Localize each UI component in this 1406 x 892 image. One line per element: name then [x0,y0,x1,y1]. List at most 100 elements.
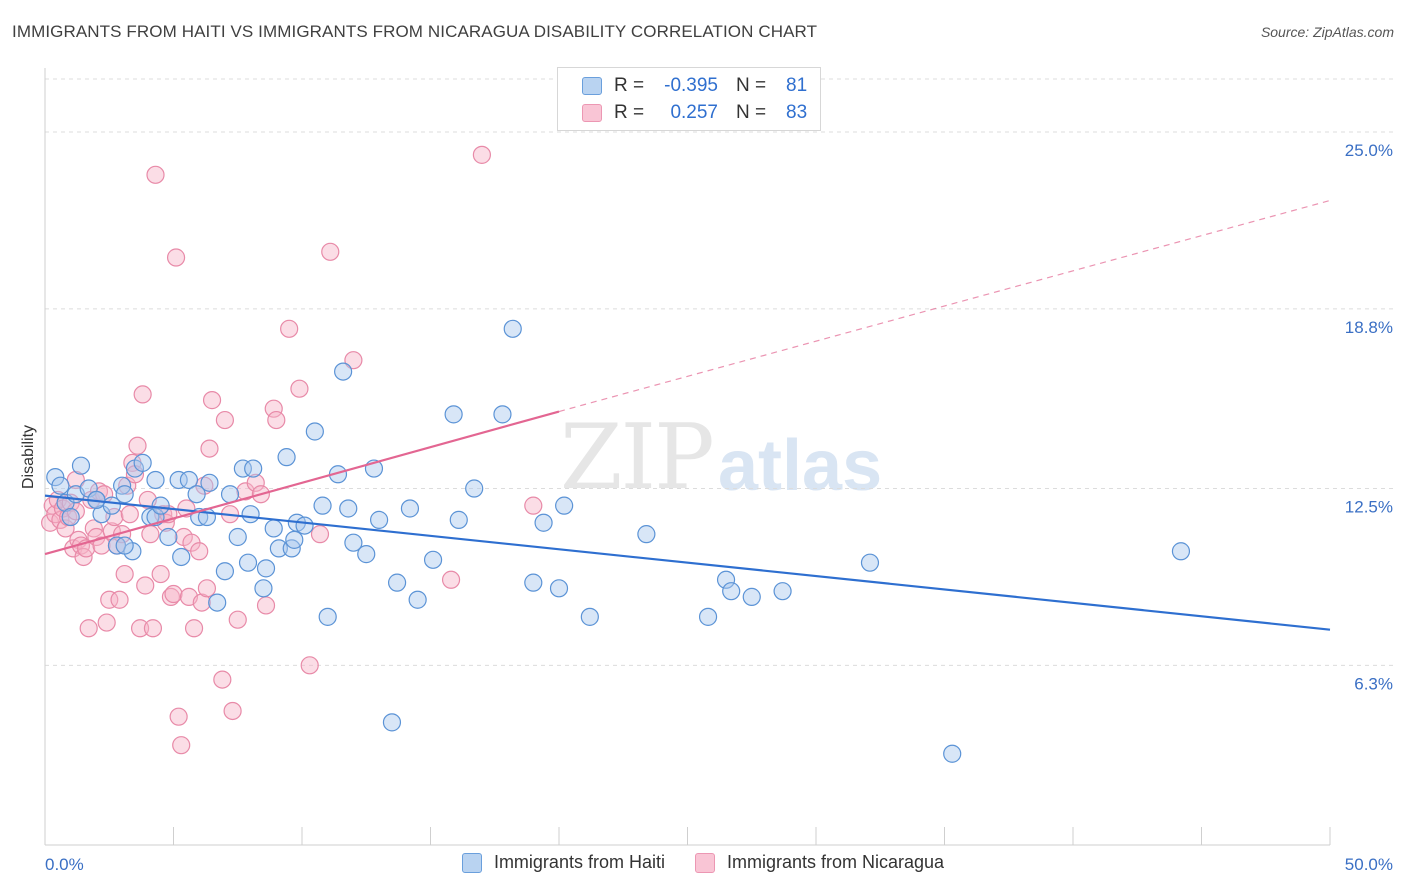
haiti-point [503,319,522,338]
nicaragua-point [133,385,152,404]
nicaragua-point [151,564,170,584]
haiti-point [269,539,288,558]
haiti-point [264,519,283,538]
haiti-swatch [582,77,602,95]
haiti-point [493,405,512,424]
haiti-point [115,485,134,504]
nicaragua-point [321,242,340,261]
legend-item-nicaragua: Immigrants from Nicaragua [694,852,944,873]
legend-n-label: N = [736,75,767,96]
nicaragua-point [110,590,129,609]
legend-n-value: 83 [786,102,808,123]
watermark-zip: ZIP [560,405,715,510]
nicaragua-point [344,351,363,370]
haiti-point [742,587,761,606]
haiti-point [370,510,389,529]
nicaragua-point [197,579,217,598]
haiti-point [555,496,574,515]
haiti-point [244,459,263,478]
haiti-point [344,533,363,552]
haiti-point [159,527,178,547]
nicaragua-point [267,410,286,430]
nicaragua-point [246,473,265,492]
legend-label-haiti: Immigrants from Haiti [493,852,665,872]
haiti-point [943,744,962,763]
haiti-swatch [461,852,482,873]
legend-item-haiti: Immigrants from Haiti [461,852,665,873]
haiti-point [357,545,376,564]
series-legend: Immigrants from Haiti Immigrants from Ni… [0,852,1406,873]
legend-r-value: 0.257 [670,102,718,123]
haiti-point [169,470,188,490]
nicaragua-point [256,596,276,615]
nicaragua-point [472,145,491,164]
nicaragua-point [300,656,319,675]
haiti-point [1171,542,1191,561]
haiti-point [400,499,420,518]
haiti-point [449,510,468,529]
nicaragua-point [164,584,183,604]
nicaragua-points [41,145,543,755]
nicaragua-point [143,619,163,638]
haiti-point [334,362,353,381]
haiti-point [387,573,407,592]
legend-n-label: N = [736,102,767,123]
haiti-point [382,713,402,732]
y-axis-label: Disability [20,425,37,489]
haiti-point [295,516,314,535]
nicaragua-point [223,701,242,721]
haiti-point [637,525,656,544]
y-tick-label: 18.8% [1345,318,1393,337]
nicaragua-point [128,436,147,455]
haiti-point [277,448,296,467]
x-tick-label: 0.0% [45,855,84,874]
haiti-point [133,453,152,472]
haiti-point [51,476,70,495]
nicaragua-point [172,736,191,755]
haiti-point [46,468,65,487]
nicaragua-point [264,399,283,418]
legend-n-value: 81 [786,75,808,96]
nicaragua-point [228,610,247,629]
nicaragua-point [169,707,188,726]
axes [44,68,1331,846]
nicaragua-point [100,590,119,609]
haiti-point [524,573,543,592]
haiti-point [115,536,134,555]
axis-labels: 6.3% 12.5% 18.8% 25.0% 0.0% 50.0% Disability [20,141,1393,874]
haiti-point [233,459,252,478]
haiti-point [773,582,792,601]
nicaragua-point [166,248,186,267]
source-label: Source: ZipAtlas.com [1260,24,1394,40]
nicaragua-point [102,522,121,541]
haiti-point [238,553,258,572]
haiti-point [285,530,304,549]
watermark-atlas: atlas [718,426,883,506]
haiti-point [423,550,443,569]
nicaragua-point [290,379,309,398]
nicaragua-swatch [582,104,602,122]
haiti-point [698,607,718,626]
haiti-point [580,607,599,626]
haiti-point [151,496,170,515]
haiti-point [444,405,463,424]
nicaragua-trend-line [44,410,560,556]
haiti-point [722,582,741,601]
nicaragua-point [213,670,232,689]
legend-r-label: R = [614,75,645,96]
nicaragua-point [115,564,134,584]
haiti-point [200,473,219,492]
haiti-point [61,507,80,527]
legend-r-label: R = [614,102,645,123]
nicaragua-point [441,570,461,589]
haiti-point [241,505,260,524]
haiti-point [339,499,358,518]
haiti-point [215,562,234,581]
haiti-point [256,559,276,578]
nicaragua-point [161,587,181,606]
haiti-point [860,553,880,572]
nicaragua-point [56,519,75,538]
y-tick-label: 25.0% [1345,141,1393,160]
haiti-point [254,579,273,598]
